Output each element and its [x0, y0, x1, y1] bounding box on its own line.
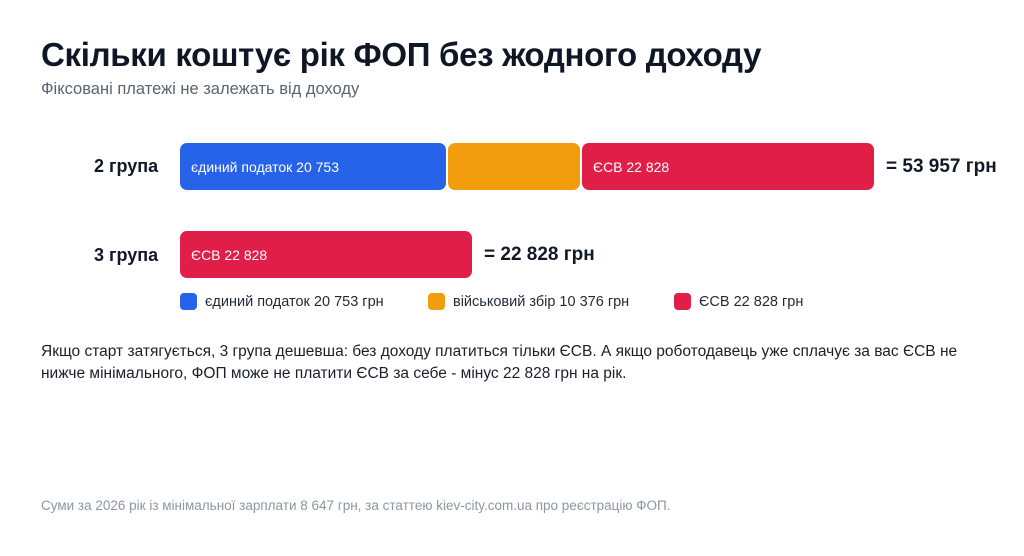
category-label-group-2: 2 група	[94, 156, 159, 176]
source-footnote: Суми за 2026 рік із мінімальної зарплати…	[41, 498, 671, 513]
total-label-group-2: = 53 957 грн	[886, 156, 997, 177]
chart-title: Скільки коштує рік ФОП без жодного доход…	[41, 36, 762, 73]
legend-swatch-esv	[674, 293, 691, 310]
legend-swatch-military-levy	[428, 293, 445, 310]
bar-segment-military-levy-group-2	[448, 143, 580, 190]
legend-label-esv: ЄСВ 22 828 грн	[699, 293, 804, 310]
bar-segment-single-tax-group-2: єдиний податок 20 753	[180, 143, 446, 190]
total-label-group-3: = 22 828 грн	[484, 244, 595, 265]
legend-item-single-tax: єдиний податок 20 753 грн	[180, 293, 384, 310]
bar-segment-label: ЄСВ 22 828	[191, 246, 268, 263]
bar-segment-label: єдиний податок 20 753	[191, 158, 339, 175]
legend-item-esv: ЄСВ 22 828 грн	[674, 293, 803, 310]
legend-label-single-tax: єдиний податок 20 753 грн	[205, 293, 384, 310]
legend-swatch-single-tax	[180, 293, 197, 310]
bar-segment-esv-group-3: ЄСВ 22 828	[180, 231, 472, 278]
bar-segment-esv-group-2: ЄСВ 22 828	[582, 143, 874, 190]
category-label-group-3: 3 група	[94, 245, 159, 265]
chart-subtitle: Фіксовані платежі не залежать від доходу	[41, 80, 360, 98]
explanatory-note: Якщо старт затягується, 3 група дешевша:…	[41, 343, 958, 382]
legend-item-military-levy: військовий збір 10 376 грн	[428, 293, 629, 310]
bar-segment-label: ЄСВ 22 828	[593, 158, 670, 175]
legend-label-military-levy: військовий збір 10 376 грн	[453, 293, 630, 310]
